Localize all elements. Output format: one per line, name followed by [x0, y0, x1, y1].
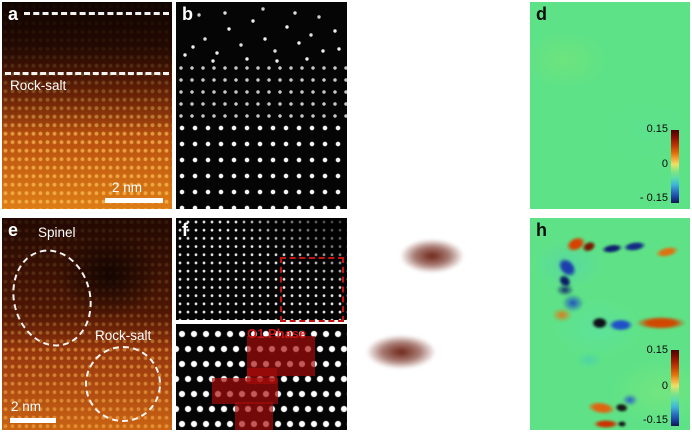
rock-salt-region-circle: [85, 346, 161, 422]
panel-g: Misfit dislocations g 2 nm: [352, 218, 524, 430]
scale-bar-label-g: 2 nm: [455, 390, 486, 405]
strain-dipole-6: [562, 294, 584, 312]
scale-bar-c: [473, 198, 517, 203]
sparse-surface-atoms: [176, 2, 178, 4]
strain-dipole-3: [556, 284, 574, 296]
panel-e: e Spinel Rock-salt 2 nm: [2, 218, 172, 430]
dislocation-ellipse-1: [397, 234, 473, 282]
scale-bar-e: [10, 418, 56, 423]
atomic-dot-rows: [176, 120, 347, 209]
colorbar-max-label-d: 0.15: [646, 123, 668, 135]
panel-letter-a: a: [8, 4, 19, 24]
spinel-label: Spinel: [38, 225, 76, 240]
colorbar-max-label-h: 0.15: [646, 344, 668, 356]
scale-bar-a: [105, 198, 163, 203]
panel-letter-h: h: [536, 220, 547, 240]
misfit-line2: dislocations: [430, 305, 502, 320]
scale-bar-g: [450, 414, 510, 419]
scale-bar-label-a: 2 nm: [112, 180, 143, 195]
panel-letter-g: g: [358, 220, 369, 240]
spinel-region-ellipse: [2, 241, 102, 355]
rock-salt-label-a: Rock-salt: [10, 78, 67, 93]
strain-dipole-7: [552, 308, 572, 322]
strain-dipole-9: [576, 352, 602, 368]
rock-salt-label-e: Rock-salt: [95, 328, 152, 343]
dislocation-ellipse-2: [362, 330, 444, 378]
colorbar-zero-label-h: 0: [661, 380, 668, 392]
zoom-region-dashed-box: [280, 257, 344, 322]
panel-letter-c: c: [358, 4, 369, 24]
interface-dashed-line-top: [24, 12, 169, 15]
o1-phase-overlay-3: [212, 378, 278, 404]
panel-d: d 0.15 0 - 0.15: [530, 2, 690, 209]
panel-c: c 2 nm: [352, 2, 524, 209]
o1-phase-label: O1 Phase: [247, 326, 307, 341]
panel-letter-b: b: [182, 4, 193, 24]
strain-colorbar-h: [671, 350, 679, 426]
strain-colorbar-d: [671, 130, 679, 203]
scale-bar-label-e: 2 nm: [11, 399, 42, 414]
strain-dipole-8: [592, 314, 688, 334]
colorbar-min-label-d: - 0.15: [639, 192, 668, 204]
surface-shade: [240, 218, 347, 291]
misfit-dislocations-label: Misfit dislocations: [411, 290, 521, 320]
colorbar-zero-label-d: 0: [661, 158, 668, 170]
panel-letter-d: d: [536, 4, 547, 24]
strain-dipole-5: [648, 240, 686, 264]
panel-b: b: [176, 2, 347, 209]
subpanel-divider: [176, 320, 347, 324]
panel-letter-e: e: [8, 220, 19, 240]
o1-phase-overlay-4: [235, 402, 273, 430]
interface-dashed-line-bottom: [5, 72, 169, 75]
panel-a: a Rock-salt 2 nm: [2, 2, 172, 209]
strain-dipole-12: [588, 418, 628, 430]
scale-bar-label-c: 2 nm: [476, 180, 507, 195]
panel-letter-f: f: [182, 220, 188, 240]
colorbar-min-label-h: -0.15: [642, 414, 668, 426]
strain-dipole-4: [598, 234, 650, 260]
panel-h: h 0.15 0 -0.15: [530, 218, 690, 430]
panel-f: O1 Phase f: [176, 218, 347, 430]
atomic-dot-rows-mid: [176, 62, 347, 122]
misfit-line1: Misfit: [450, 290, 482, 305]
